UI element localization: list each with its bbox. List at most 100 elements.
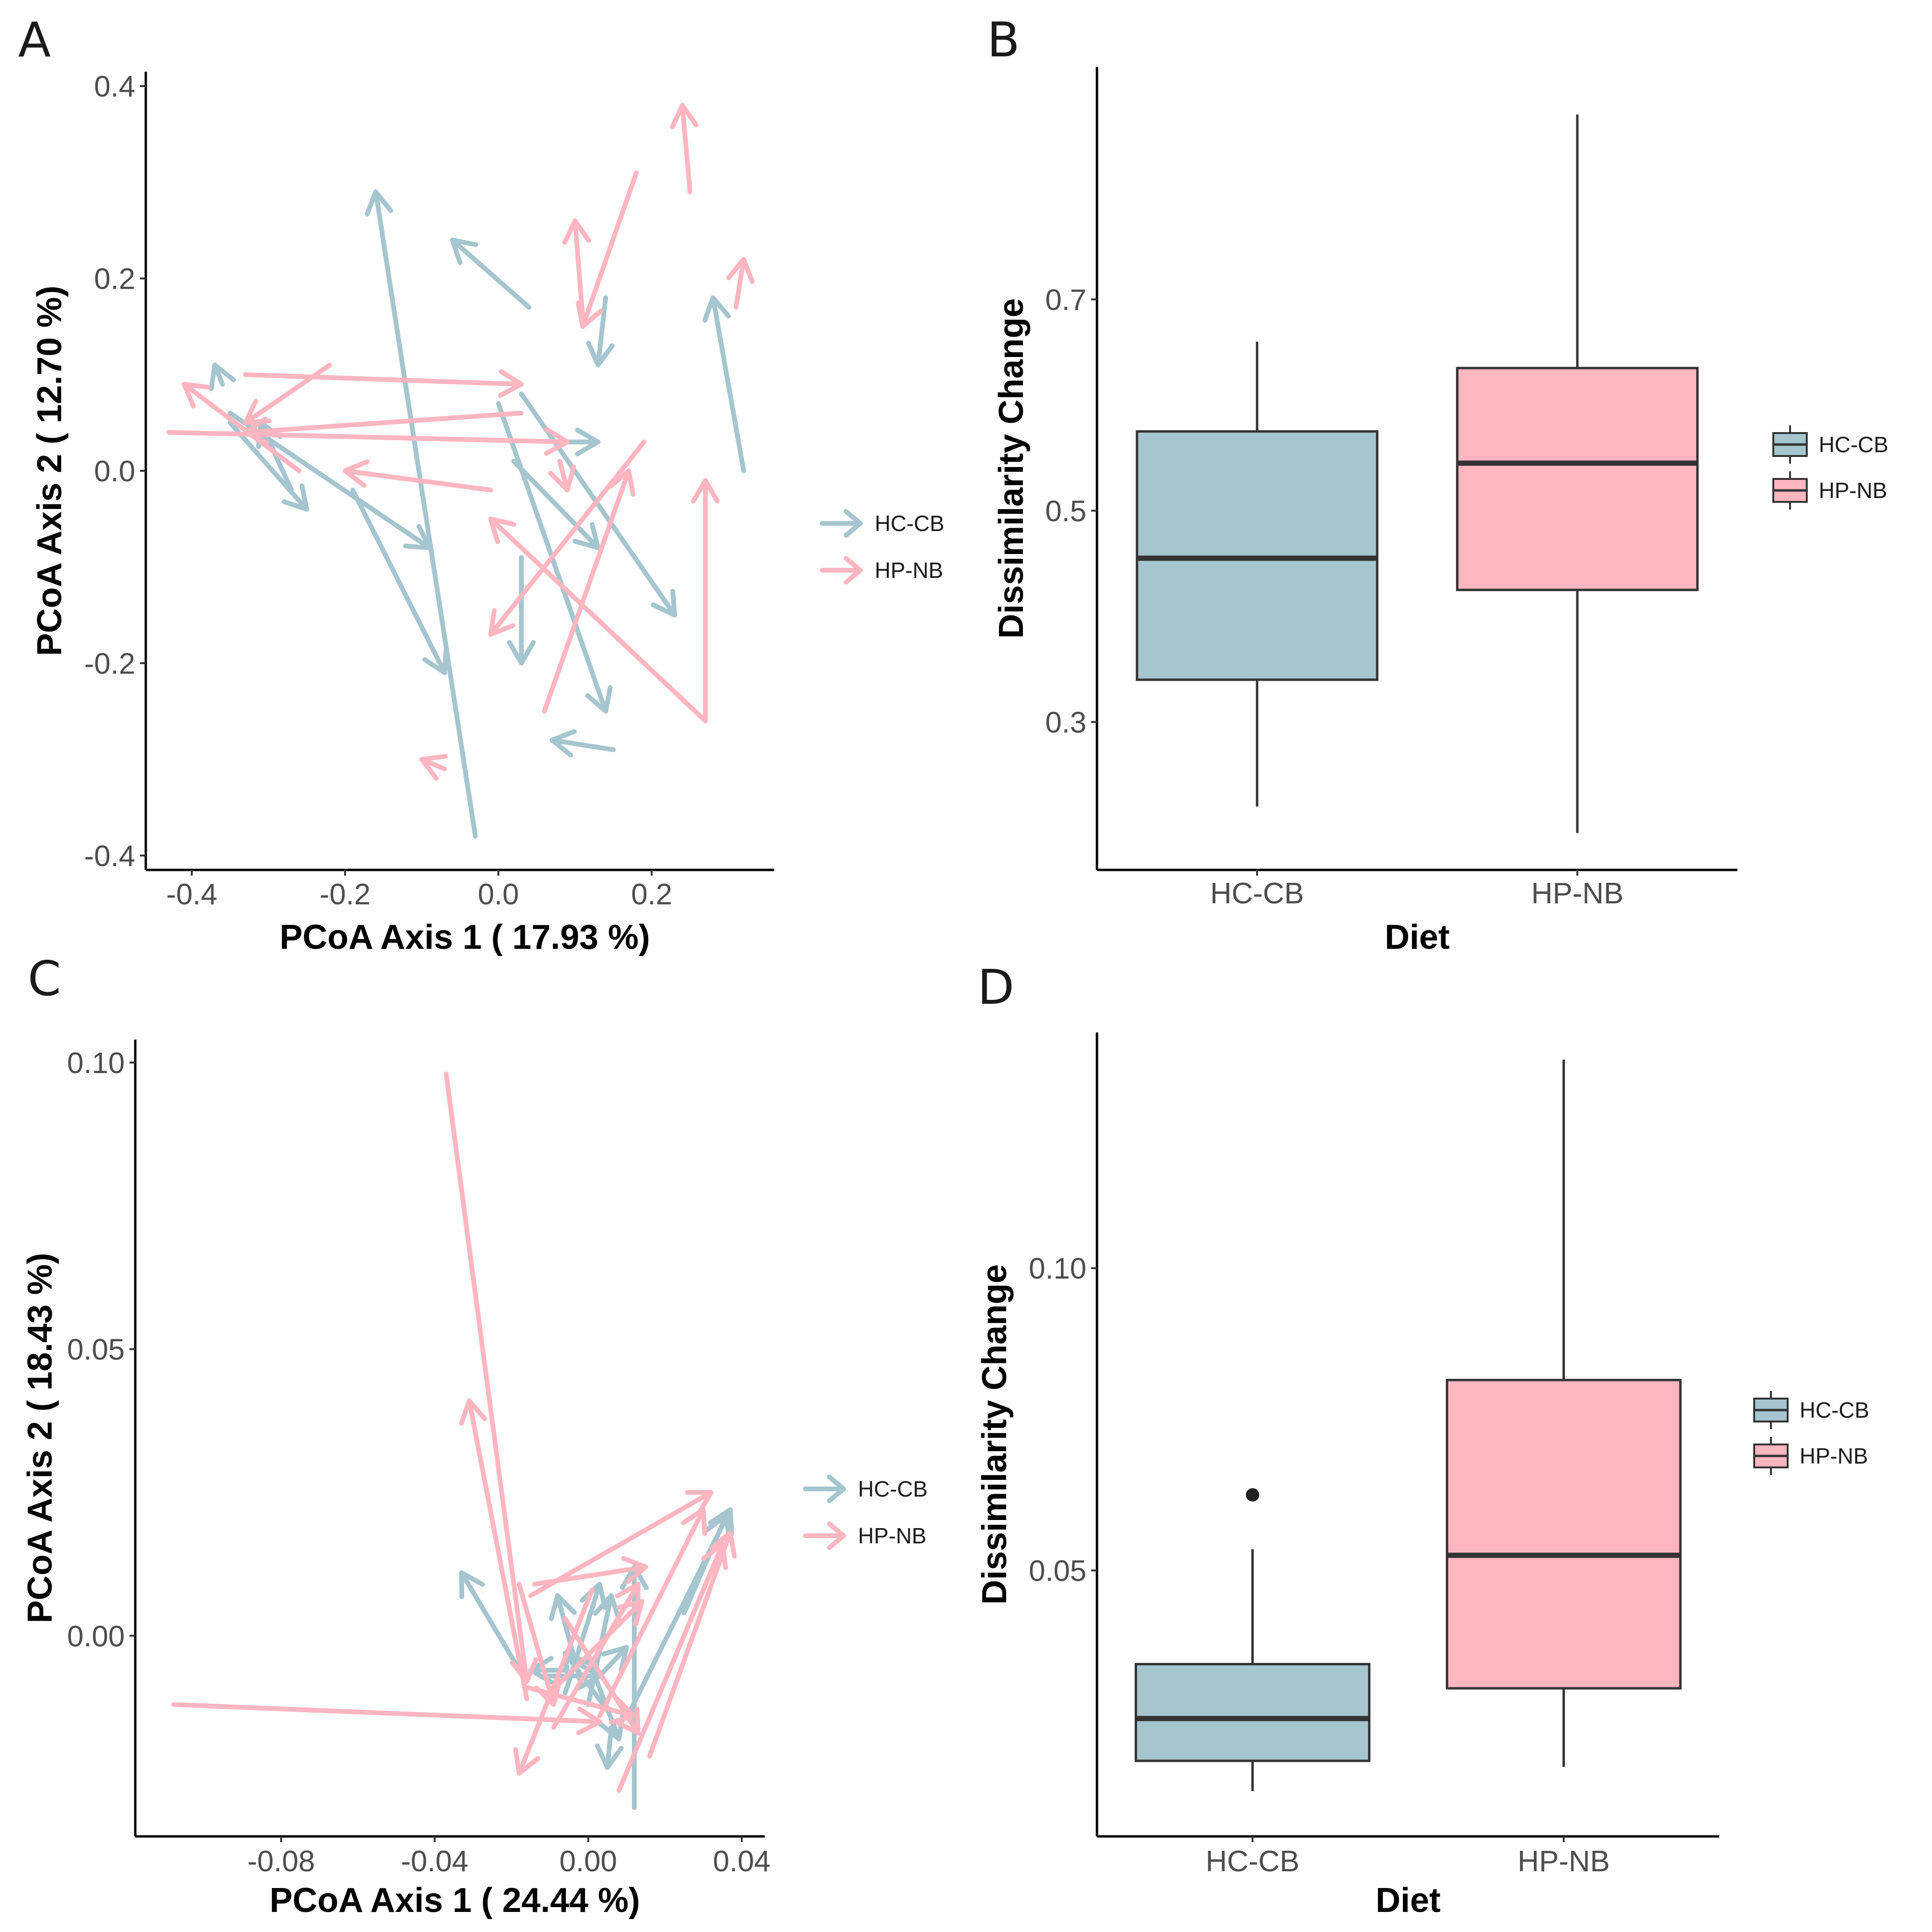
panel-letter-d: D [977, 959, 1014, 1015]
box-hp-nb [1456, 114, 1699, 833]
arrow-shaft [243, 411, 524, 435]
x-tick-label: 0.0 [478, 878, 519, 911]
arrow-shaft [228, 420, 309, 512]
legend-label: HP-NB [1819, 478, 1887, 503]
arrow-shaft [459, 1570, 526, 1679]
legend-label: HP-NB [1800, 1444, 1868, 1468]
x-tick-label: HP-NB [1531, 877, 1624, 910]
legend-arrow-head [844, 509, 863, 538]
arrow-shaft [517, 1587, 595, 1776]
arrow-shaft [171, 1702, 602, 1725]
arrow-hp-nb [243, 362, 332, 425]
arrow-head [549, 1593, 577, 1621]
arrow-shaft [733, 257, 746, 310]
x-tick-label: HP-NB [1518, 1845, 1610, 1878]
y-tick-label: 0.10 [1029, 1252, 1086, 1285]
arrow-hp-nb [513, 1587, 595, 1776]
x-tick-label: HC-CB [1205, 1845, 1299, 1878]
x-tick-label: -0.4 [166, 878, 217, 911]
arrow-head [621, 1556, 649, 1585]
panel-letter-a: A [18, 12, 51, 68]
arrow-hc-cb [702, 295, 746, 473]
arrow-shaft [542, 468, 631, 714]
arrow-head [182, 381, 210, 409]
arrow-shaft [557, 458, 570, 493]
y-axis-title: Dissimilarity Change [976, 1264, 1014, 1605]
arrow-shaft [517, 1582, 556, 1707]
panel-d-box-chart: 0.05 0.10 HC-CB HP-NB Diet Dissimilarity Chan… [976, 1032, 1869, 1920]
legend-item-hp-nb: HP-NB [820, 556, 943, 585]
arrow-head [549, 729, 577, 758]
y-tick-label: 0.0 [94, 455, 135, 488]
arrow-head [708, 1507, 734, 1536]
arrow-hc-cb [209, 362, 236, 391]
arrow-shaft [710, 295, 746, 473]
arrow-hp-nb [647, 1530, 737, 1759]
y-tick-label: 0.10 [67, 1047, 125, 1080]
legend-item-hc-cb: HC-CB [1753, 1391, 1869, 1429]
panel-b-box-chart: 0.3 0.5 0.7 HC-CB HP-NB Diet Dissimilarity Cha… [992, 67, 1889, 956]
arrow-hp-nb [182, 381, 302, 473]
arrow-hp-nb [532, 1556, 649, 1587]
legend-arrow-head [844, 556, 863, 585]
arrow-head [488, 516, 517, 544]
arrow-head [702, 295, 731, 323]
box-body [1134, 1663, 1371, 1762]
arrow-hc-cb [507, 555, 536, 666]
arrow-hc-cb [549, 729, 616, 758]
arrow-hp-nb [597, 1507, 707, 1719]
panel-a-pcoa-chart: -0.4 -0.2 0.0 0.2 0.4 -0.4 -0.2 0.0 0.2 PCoA Axis… [31, 70, 944, 956]
arrow-head [459, 1570, 485, 1599]
arrow-hp-nb [243, 369, 524, 398]
arrow-head [562, 218, 591, 245]
arrow-shaft [597, 1507, 706, 1719]
arrow-head [243, 399, 272, 425]
y-tick-label: 0.2 [94, 263, 135, 296]
box-hc-cb [1134, 1488, 1371, 1791]
arrow-shaft [596, 295, 608, 368]
arrow-head [608, 468, 636, 497]
arrow-head [726, 257, 755, 284]
arrow-shaft [532, 1564, 649, 1587]
arrow-head [450, 238, 478, 265]
arrow-hp-nb [419, 754, 448, 781]
arrow-head [593, 1593, 621, 1621]
arrow-shaft [467, 1398, 530, 1702]
arrow-head [498, 369, 524, 398]
arrow-shaft [580, 170, 639, 329]
x-axis-title: PCoA Axis 1 ( 17.93 %) [280, 918, 650, 956]
y-tick-label: 0.4 [94, 70, 135, 103]
arrow-head [419, 754, 448, 781]
x-tick-label: -0.08 [247, 1845, 315, 1878]
legend-item-hp-nb: HP-NB [1753, 1437, 1868, 1475]
y-axis-title: PCoA Axis 2 ( 12.70 %) [31, 286, 69, 656]
arrow-shaft [488, 439, 647, 637]
x-tick-label: HC-CB [1210, 877, 1304, 910]
arrow-shaft [243, 372, 524, 387]
arrow-shaft [182, 381, 302, 473]
arrow-head [595, 1743, 624, 1770]
panel-letter-b: B [987, 12, 1020, 68]
box-body [1456, 367, 1699, 591]
legend-arrow-head [827, 1475, 846, 1503]
arrow-shaft [647, 1530, 733, 1759]
arrow-head [513, 1747, 541, 1776]
arrow-shaft [511, 458, 601, 550]
arrow-shaft [597, 1645, 629, 1679]
y-axis-title: PCoA Axis 2 ( 18.43 %) [21, 1253, 59, 1623]
arrow-shaft [519, 391, 677, 618]
arrow-head [507, 640, 536, 666]
arrow-head [616, 1599, 645, 1627]
arrow-head [701, 1541, 728, 1570]
arrow-head [544, 427, 570, 456]
legend-label: HC-CB [858, 1476, 928, 1501]
arrow-head [684, 1490, 714, 1516]
panel-letter-c: C [28, 951, 61, 1007]
x-axis-title: PCoA Axis 1 ( 24.44 %) [270, 1881, 640, 1920]
arrow-shaft [373, 189, 478, 839]
arrow-shaft [549, 738, 616, 752]
arrow-shaft [243, 362, 332, 425]
arrow-head [342, 459, 370, 488]
arrow-head [576, 1706, 602, 1736]
